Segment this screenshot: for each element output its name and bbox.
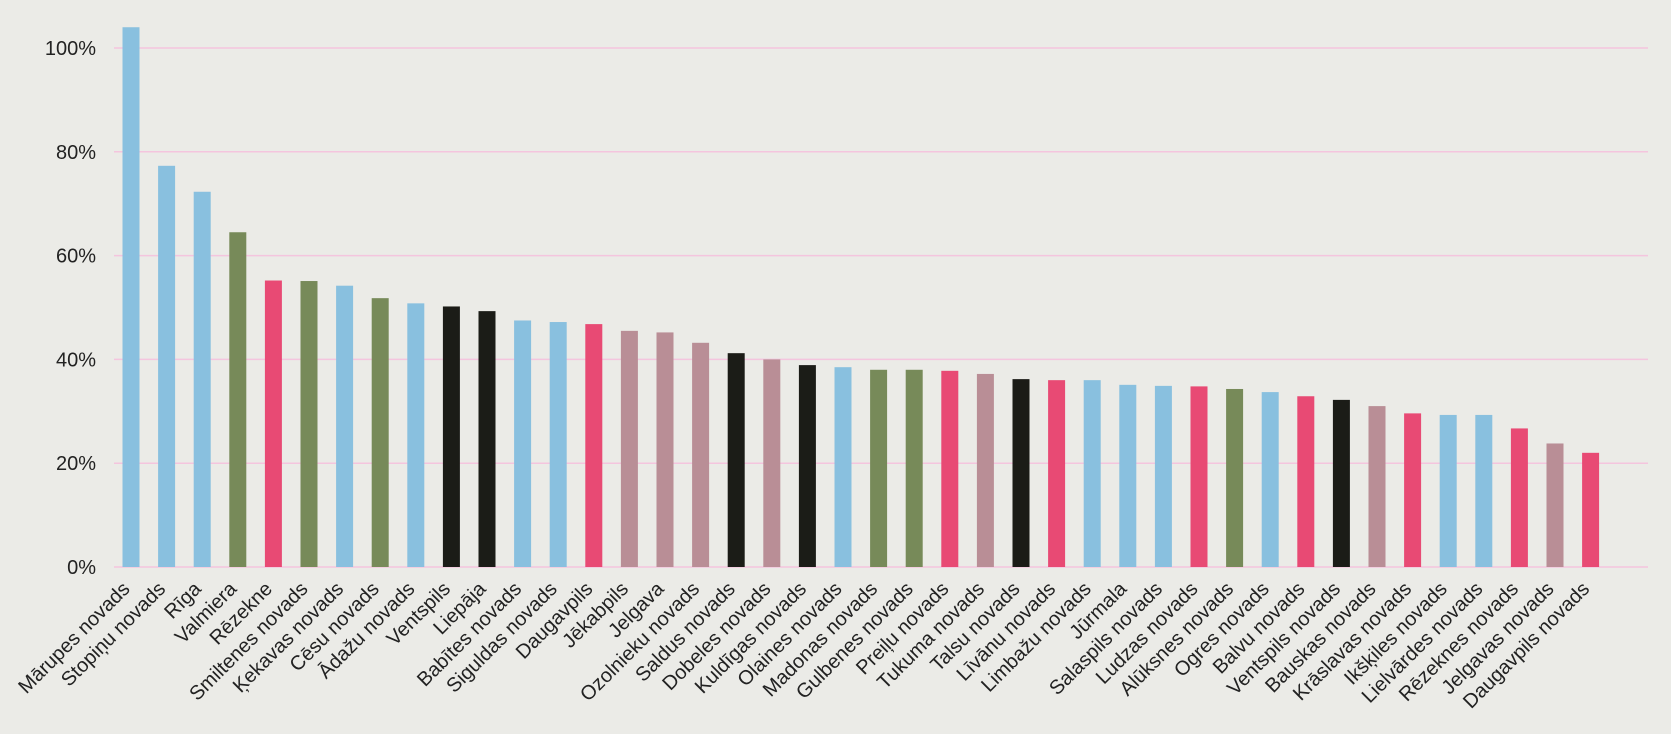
bar	[1083, 380, 1101, 567]
bar	[1332, 399, 1350, 567]
bar	[193, 191, 211, 567]
bar	[442, 306, 460, 567]
bar	[1546, 443, 1564, 567]
bar	[1368, 406, 1386, 567]
bar	[692, 342, 710, 567]
bar	[1582, 452, 1600, 567]
bar	[1404, 413, 1422, 567]
bar	[1012, 379, 1030, 567]
bar	[727, 353, 745, 567]
bar	[158, 165, 176, 568]
y-tick-label: 100%	[45, 38, 96, 60]
bar	[1475, 414, 1493, 567]
bar	[1261, 392, 1279, 567]
bar	[1226, 388, 1244, 567]
bar	[620, 330, 638, 567]
bar	[1154, 385, 1172, 567]
bar	[122, 27, 140, 568]
grid-lines	[114, 47, 1648, 568]
bar	[941, 370, 959, 567]
y-tick-label: 60%	[56, 246, 96, 268]
bar	[549, 322, 567, 567]
bar	[1048, 380, 1066, 567]
bar	[478, 311, 496, 567]
bars	[122, 27, 1600, 568]
bar	[264, 280, 282, 567]
y-axis-tick-labels: 0% 20% 40% 60% 80% 100%	[45, 38, 96, 579]
bar	[585, 324, 603, 567]
y-tick-label: 80%	[56, 142, 96, 164]
bar	[514, 320, 532, 567]
bar	[1119, 384, 1137, 567]
bar	[1190, 386, 1208, 567]
bar	[407, 303, 425, 567]
bar	[1297, 396, 1315, 567]
bar	[229, 232, 247, 567]
y-tick-label: 20%	[56, 453, 96, 475]
bar	[1439, 414, 1457, 567]
bar	[834, 367, 852, 567]
bar	[371, 298, 389, 567]
bar	[763, 359, 781, 567]
y-tick-label: 40%	[56, 349, 96, 371]
bar	[336, 285, 354, 567]
y-tick-label: 0%	[67, 557, 96, 579]
bar	[798, 365, 816, 567]
bar	[1510, 428, 1528, 567]
bar	[976, 373, 994, 567]
bar	[905, 369, 923, 567]
bar	[870, 369, 888, 567]
bar	[300, 281, 318, 567]
bar	[656, 332, 674, 567]
